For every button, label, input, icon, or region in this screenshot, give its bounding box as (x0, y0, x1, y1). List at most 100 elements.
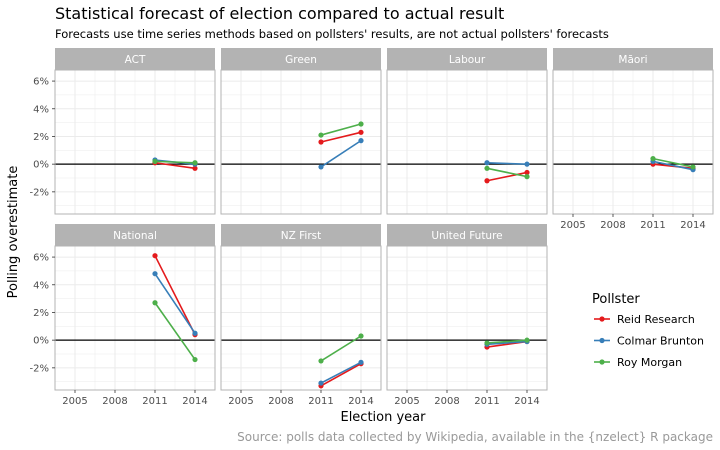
series-line-roy-morgan-national (154, 302, 196, 360)
legend-key-point (599, 316, 605, 322)
point-roy-morgan-m-ori-2014 (690, 164, 696, 170)
point-colmar-brunton-labour-2014 (524, 161, 530, 167)
panel-border (220, 69, 382, 215)
series-line-reid-research-green (320, 131, 362, 143)
series-line-roy-morgan-united-future (486, 339, 528, 344)
strip-m-ori (553, 48, 713, 70)
series-line-colmar-brunton-national (154, 273, 196, 334)
point-reid-research-act-2014 (192, 165, 198, 171)
point-colmar-brunton-nz-first-2014 (358, 359, 364, 365)
chart-subtitle: Forecasts use time series methods based … (55, 27, 609, 41)
point-roy-morgan-green-2011 (318, 132, 324, 138)
y-tick-label: 4% (33, 104, 49, 115)
x-tick-label: 2011 (308, 396, 333, 407)
y-tick-label: 0% (33, 336, 49, 347)
panel-border (54, 245, 216, 391)
series-line-colmar-brunton-m-ori (652, 160, 694, 171)
strip-label-nz-first: NZ First (281, 230, 321, 242)
y-tick-label: 6% (33, 253, 49, 264)
chart-title: Statistical forecast of election compare… (55, 4, 504, 23)
legend-label-roy-morgan: Roy Morgan (617, 356, 682, 369)
strip-nz-first (221, 224, 381, 246)
panel-border (220, 245, 382, 391)
panel-m-ori: Māori 2005 2008 2011 2014 (552, 48, 714, 231)
panel-border (54, 69, 216, 215)
x-tick-label: 2011 (474, 396, 499, 407)
panel-act: ACT -2% 0% 2% 4% 6% (30, 48, 216, 215)
series-line-colmar-brunton-green (320, 139, 362, 168)
series-line-roy-morgan-act (154, 160, 196, 164)
y-tick-label: 6% (33, 77, 49, 88)
point-colmar-brunton-green-2011 (318, 164, 324, 170)
panel-nz-first: NZ First 2005 2008 2011 2014 (220, 224, 382, 407)
panel-national: National -2% 0% 2% 4% 6% 2005 2008 2011 2014 (30, 224, 216, 407)
strip-label-act: ACT (125, 54, 146, 66)
strip-united-future (387, 224, 547, 246)
series-line-roy-morgan-green (320, 123, 362, 136)
facet-panels: ACT -2% 0% 2% 4% 6% Green Labour Māori 2005 2008 20… (30, 48, 714, 407)
point-roy-morgan-united-future-2011 (484, 340, 490, 346)
series-line-roy-morgan-labour (486, 167, 528, 178)
x-tick-label: 2008 (600, 220, 625, 231)
strip-label-national: National (113, 230, 157, 242)
x-tick-label: 2008 (102, 396, 127, 407)
point-reid-research-national-2011 (152, 253, 158, 259)
point-reid-research-labour-2014 (524, 169, 530, 176)
y-tick-label: 4% (33, 280, 49, 291)
series-line-colmar-brunton-nz-first (320, 361, 362, 384)
point-reid-research-green-2014 (358, 129, 364, 135)
panel-labour: Labour (386, 48, 548, 215)
point-roy-morgan-labour-2011 (484, 165, 490, 171)
strip-label-m-ori: Māori (618, 54, 647, 66)
x-tick-label: 2005 (228, 396, 253, 407)
legend-label-reid-research: Reid Research (617, 313, 695, 326)
series-line-colmar-brunton-labour (486, 161, 528, 165)
panel-border (552, 69, 714, 215)
legend-label-colmar-brunton: Colmar Brunton (617, 335, 704, 348)
series-line-roy-morgan-nz-first (320, 335, 362, 362)
point-colmar-brunton-nz-first-2011 (318, 380, 324, 386)
y-tick-label: 0% (33, 160, 49, 171)
point-roy-morgan-nz-first-2014 (358, 333, 364, 339)
strip-label-green: Green (285, 54, 317, 66)
series-line-reid-research-national (154, 255, 196, 335)
legend-item-roy-morgan: Roy Morgan (594, 356, 682, 369)
point-roy-morgan-nz-first-2011 (318, 358, 324, 364)
caption: Source: polls data collected by Wikipedi… (237, 430, 713, 444)
x-tick-label: 2008 (434, 396, 459, 407)
legend-key-point (599, 337, 605, 344)
y-tick-label: 2% (33, 132, 49, 143)
point-roy-morgan-united-future-2014 (524, 337, 530, 343)
point-roy-morgan-labour-2014 (524, 174, 530, 180)
x-tick-label: 2005 (394, 396, 419, 407)
point-roy-morgan-act-2011 (152, 158, 158, 164)
panel-united-future: United Future 2005 2008 2011 2014 (386, 224, 548, 407)
point-roy-morgan-act-2014 (192, 160, 198, 166)
point-roy-morgan-national-2011 (152, 300, 158, 306)
x-tick-label: 2014 (514, 396, 539, 407)
point-colmar-brunton-green-2014 (358, 138, 364, 144)
x-tick-label: 2014 (182, 396, 207, 407)
legend-title: Pollster (592, 292, 640, 307)
strip-label-labour: Labour (449, 54, 486, 66)
y-axis-title: Polling overestimate (6, 166, 21, 299)
point-colmar-brunton-labour-2011 (484, 160, 490, 166)
strip-labour (387, 48, 547, 70)
panel-border (386, 245, 548, 391)
x-tick-label: 2014 (348, 396, 373, 407)
legend: Pollster Reid Research Colmar Brunton Roy … (592, 292, 704, 369)
legend-item-reid-research: Reid Research (594, 313, 695, 326)
point-colmar-brunton-national-2011 (152, 271, 158, 277)
x-tick-label: 2005 (62, 396, 87, 407)
y-tick-label: -2% (30, 363, 49, 374)
x-tick-label: 2011 (640, 220, 665, 231)
strip-green (221, 48, 381, 70)
series-line-roy-morgan-m-ori (652, 157, 694, 168)
point-reid-research-green-2011 (318, 139, 324, 145)
x-tick-label: 2008 (268, 396, 293, 407)
y-tick-label: -2% (30, 187, 49, 198)
strip-act (55, 48, 215, 70)
series-line-reid-research-labour (486, 171, 528, 182)
y-tick-label: 2% (33, 308, 49, 319)
